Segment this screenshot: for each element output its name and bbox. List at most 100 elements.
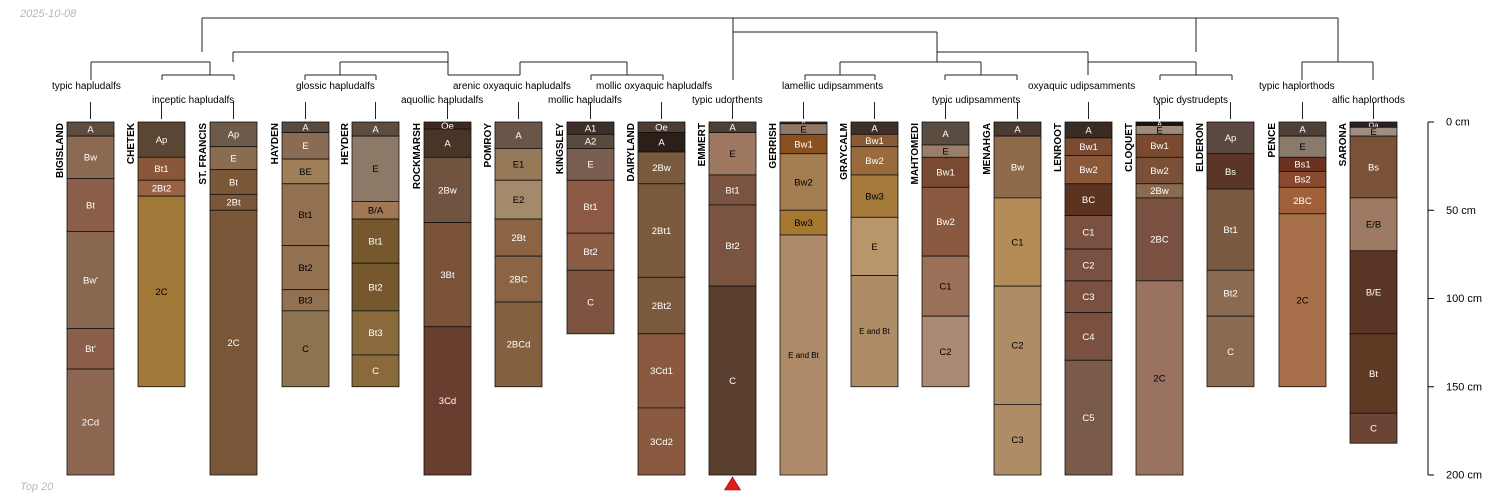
horizon-bw bbox=[66, 231, 115, 329]
horizon-label: Bt1 bbox=[298, 210, 312, 221]
horizon-label: C3 bbox=[1082, 292, 1094, 303]
profile-pence: PENCE AE Bs1 Bs2 2BC 2C bbox=[1267, 121, 1327, 388]
date-label: 2025-10-08 bbox=[20, 8, 77, 20]
taxon-label: arenic oxyaquic hapludalfs bbox=[453, 81, 571, 92]
profile-menahga: MENAHGA A Bw C1 C2 C3 bbox=[982, 121, 1042, 476]
horizon-label: C2 bbox=[939, 347, 951, 358]
horizon-label: 2C bbox=[1153, 373, 1165, 384]
horizon-label: 2Bt2 bbox=[152, 184, 172, 195]
horizon-bw2 bbox=[921, 186, 970, 257]
depth-tick-label: 0 cm bbox=[1446, 117, 1470, 129]
horizon-label: E bbox=[1156, 125, 1162, 136]
profile-pomroy: POMROY A E1 E2 2Bt 2BC 2BCd bbox=[483, 121, 543, 388]
horizon-label: Oe bbox=[655, 123, 668, 134]
horizon-label: Bw2 bbox=[794, 177, 812, 188]
profile-label: CLOQUET bbox=[1124, 123, 1135, 172]
profile-label: MAHTOMEDI bbox=[910, 123, 921, 185]
horizon-label: Bw2 bbox=[936, 217, 954, 228]
horizon-a bbox=[494, 121, 543, 149]
horizon-label: Bw bbox=[1011, 162, 1024, 173]
horizon-3bt bbox=[423, 222, 472, 328]
horizon-label: Ap bbox=[1225, 133, 1237, 144]
horizon-label: C2 bbox=[1082, 260, 1094, 271]
triangle-marker-icon bbox=[723, 476, 742, 491]
profile-label: BIGISLAND bbox=[55, 123, 66, 178]
horizon-label: E and Bt bbox=[859, 327, 890, 336]
horizon-label: 3Cd1 bbox=[650, 366, 673, 377]
horizon-label: 2Bw bbox=[652, 163, 671, 174]
horizon-label: C bbox=[1370, 424, 1377, 435]
horizon-label: Bw3 bbox=[865, 191, 883, 202]
horizon-e2 bbox=[494, 179, 543, 220]
horizon-label: E bbox=[942, 146, 948, 157]
horizon-c bbox=[566, 269, 615, 335]
horizon-label: A bbox=[871, 124, 878, 135]
horizon-label: E bbox=[871, 242, 877, 253]
profile-label: ST. FRANCIS bbox=[198, 123, 209, 185]
profile-bigisland: BIGISLAND A Bw Bt Bw' Bt' 2Cd bbox=[55, 121, 115, 476]
horizon-bt2 bbox=[1206, 269, 1255, 317]
horizon-label: E1 bbox=[513, 160, 525, 171]
depth-tick-label: 50 cm bbox=[1446, 205, 1476, 217]
horizon-label: Bw1 bbox=[1150, 141, 1168, 152]
profiles-group: BIGISLAND A Bw Bt Bw' Bt' 2Cd CHETEK Ap Bt1 2Bt2 2C… bbox=[55, 119, 1398, 476]
horizon-label: 2Bw bbox=[438, 185, 457, 196]
horizon-label: E bbox=[302, 141, 308, 152]
profile-label: GRAYCALM bbox=[839, 123, 850, 180]
horizon-label: A bbox=[658, 138, 665, 149]
horizon-label: Bw1 bbox=[794, 139, 812, 150]
horizon-label: A bbox=[372, 124, 379, 135]
horizon-label: 3Cd bbox=[439, 396, 456, 407]
profile-gerrish: GERRISH AE Bw1 Bw2 Bw3 E and Bt bbox=[768, 119, 828, 476]
taxon-label: typic hapludalfs bbox=[52, 81, 121, 92]
horizon-c2 bbox=[1064, 248, 1113, 282]
horizon-bt bbox=[66, 328, 115, 370]
horizon-e bbox=[566, 148, 615, 181]
profile-label: HEYDER bbox=[340, 122, 351, 164]
profile-label: GERRISH bbox=[768, 123, 779, 169]
horizon-c1 bbox=[921, 255, 970, 317]
horizon-label: Bt3 bbox=[298, 296, 312, 307]
horizon-label: 2Bw bbox=[1150, 186, 1169, 197]
horizon-label: 2Bt1 bbox=[652, 226, 672, 237]
profile-label: EMMERT bbox=[697, 123, 708, 166]
horizon-e-and-bt bbox=[850, 275, 899, 388]
profile-hayden: HAYDEN AE BE Bt1 Bt2 Bt3 C bbox=[270, 121, 330, 388]
horizon-label: B/E bbox=[1366, 288, 1381, 299]
horizon-c3 bbox=[1064, 280, 1113, 314]
horizon-bs bbox=[1349, 135, 1398, 199]
horizon-3cd bbox=[423, 326, 472, 476]
horizon-label: A bbox=[942, 129, 949, 140]
horizon-label: Bw1 bbox=[1079, 142, 1097, 153]
horizon-bt1 bbox=[708, 174, 757, 206]
horizon-bt1 bbox=[566, 179, 615, 234]
horizon-bw3 bbox=[779, 209, 828, 236]
horizon-2bw bbox=[423, 156, 472, 224]
profile-dairyland: DAIRYLAND Oe A 2Bw 2Bt1 2Bt2 3Cd1 3Cd2 bbox=[626, 121, 686, 476]
horizon-label: Bt2 bbox=[583, 247, 597, 258]
horizon-label: Bt1 bbox=[725, 185, 739, 196]
horizon-label: E bbox=[1299, 142, 1305, 153]
horizon-e-and-bt bbox=[779, 234, 828, 476]
horizon-2bc bbox=[1135, 197, 1184, 282]
horizon-bt1 bbox=[351, 218, 400, 264]
horizon-label: 3Cd2 bbox=[650, 437, 673, 448]
horizon-label: Bs1 bbox=[1294, 160, 1310, 171]
horizon-2bt1 bbox=[637, 183, 686, 278]
horizon-label: E bbox=[230, 154, 236, 165]
profile-label: ELDERON bbox=[1195, 123, 1206, 172]
depth-axis: 0 cm 50 cm 100 cm 150 cm 200 cm bbox=[1427, 117, 1482, 482]
horizon-ap bbox=[137, 121, 186, 158]
horizon-label: 2BC bbox=[1293, 196, 1312, 207]
horizon-label: A2 bbox=[585, 137, 597, 148]
horizon-label: E/B bbox=[1366, 220, 1381, 231]
horizon-bt bbox=[66, 178, 115, 232]
horizon-label: Bw2 bbox=[865, 156, 883, 167]
horizon-label: Bt' bbox=[85, 344, 96, 355]
horizon-3cd1 bbox=[637, 333, 686, 409]
horizon-label: 2BC bbox=[1150, 235, 1169, 246]
horizon-bw2 bbox=[850, 146, 899, 176]
horizon-2bcd bbox=[494, 301, 543, 388]
horizon-2bt2 bbox=[637, 276, 686, 335]
